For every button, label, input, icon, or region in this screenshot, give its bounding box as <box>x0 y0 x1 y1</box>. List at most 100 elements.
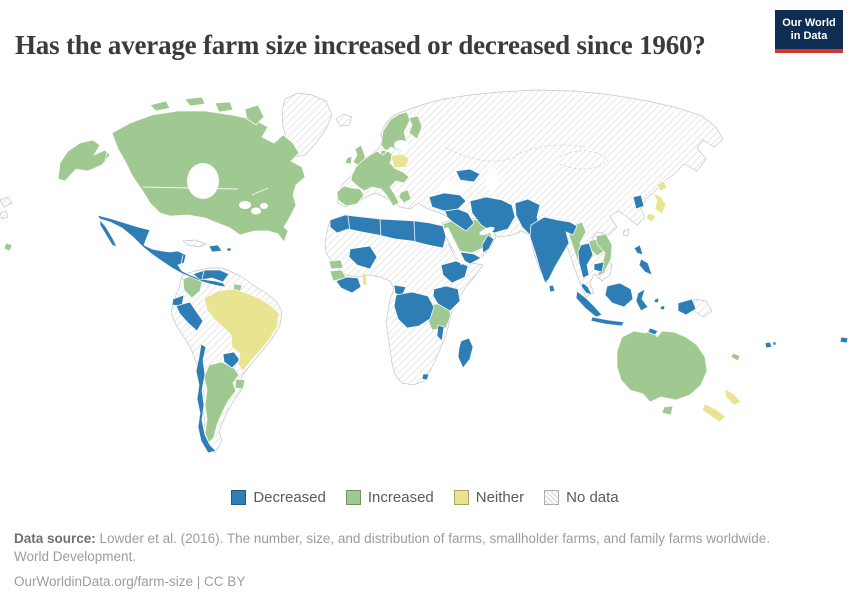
country-new-zealand-south[interactable] <box>701 403 727 423</box>
region-iberia[interactable] <box>336 185 365 207</box>
country-chile[interactable] <box>195 343 217 454</box>
country-poland[interactable] <box>390 153 410 169</box>
country-iceland[interactable] <box>335 113 353 127</box>
country-australia[interactable] <box>616 327 708 403</box>
chart-footer: Data source: Lowder et al. (2016). The n… <box>14 530 804 592</box>
country-cuba[interactable] <box>182 239 207 248</box>
owid-logo[interactable]: Our World in Data <box>775 10 843 54</box>
region-west-papua[interactable] <box>677 298 697 316</box>
legend-item-no_data: No data <box>544 489 619 506</box>
country-fiji <box>764 341 773 349</box>
data-source-line: Data source: Lowder et al. (2016). The n… <box>14 530 776 566</box>
country-oman[interactable] <box>481 234 495 254</box>
persian-gulf <box>479 226 495 236</box>
border-libya-egypt <box>413 220 416 244</box>
black-sea <box>438 181 468 193</box>
owid-url-link[interactable]: OurWorldinData.org/farm-size | CC BY <box>14 574 246 590</box>
region-malay-peninsula[interactable] <box>580 282 593 296</box>
region-sumatra[interactable] <box>575 290 603 318</box>
region-arctic-islands-2 <box>184 96 206 107</box>
region-syria-iraq[interactable] <box>444 208 475 232</box>
country-ukraine[interactable] <box>455 168 481 183</box>
region-western-europe[interactable] <box>350 150 410 207</box>
country-greece[interactable] <box>398 189 412 204</box>
hudson-bay <box>187 163 219 199</box>
country-dominican-republic[interactable] <box>208 244 223 253</box>
country-paraguay[interactable] <box>222 351 241 369</box>
country-thailand[interactable] <box>577 242 594 279</box>
region-uganda-kenya[interactable] <box>432 285 461 312</box>
country-greenland[interactable] <box>281 92 333 158</box>
country-iran[interactable] <box>469 196 516 234</box>
region-sulawesi[interactable] <box>635 288 649 312</box>
country-mali[interactable] <box>348 245 378 270</box>
legend-swatch-no_data <box>544 490 560 505</box>
country-brazil[interactable] <box>203 288 280 372</box>
region-baja-california <box>99 218 118 248</box>
country-sri-lanka <box>548 284 556 293</box>
country-argentina[interactable] <box>203 361 240 444</box>
border-central-america-2 <box>192 262 197 277</box>
region-baffin-island <box>244 104 265 126</box>
legend-label-neither: Neither <box>475 489 525 506</box>
country-japan-kyushu[interactable] <box>645 212 657 223</box>
country-ethiopia[interactable] <box>440 260 469 284</box>
country-puerto-rico <box>226 247 232 252</box>
country-japan-honshu[interactable] <box>651 192 667 215</box>
country-papua-new-guinea[interactable] <box>693 298 713 318</box>
country-finland[interactable] <box>408 115 423 140</box>
country-new-zealand-north[interactable] <box>724 388 742 406</box>
region-moluccas-1 <box>653 297 660 304</box>
region-arctic-islands-1 <box>149 100 171 112</box>
legend-swatch-decreased <box>231 490 247 505</box>
country-philippines-south[interactable] <box>638 258 653 276</box>
country-turkey[interactable] <box>428 192 467 212</box>
map-edge-fragment-right <box>839 336 849 344</box>
legend-swatch-neither <box>453 490 469 505</box>
world-map[interactable] <box>0 85 850 483</box>
great-lake-3 <box>260 203 268 209</box>
map-edge-fragment-left2 <box>0 210 9 220</box>
region-timor <box>647 327 659 336</box>
region-java[interactable] <box>590 316 625 327</box>
border-morocco-algeria <box>347 215 351 233</box>
country-south-korea[interactable] <box>632 194 645 210</box>
map-legend: Decreased Increased Neither No data <box>0 489 850 506</box>
country-peru[interactable] <box>175 301 204 332</box>
legend-label-no_data: No data <box>566 489 619 506</box>
country-india[interactable] <box>529 216 578 284</box>
border-mongolia <box>559 150 609 170</box>
data-source-text: Lowder et al. (2016). The number, size, … <box>14 531 771 565</box>
country-malawi[interactable] <box>436 324 445 342</box>
baltic-sea <box>394 140 408 150</box>
country-ireland[interactable] <box>344 155 353 165</box>
legend-item-decreased: Decreased <box>231 489 326 506</box>
page-title: Has the average farm size increased or d… <box>15 30 706 61</box>
owid-logo-line1: Our World <box>782 17 836 29</box>
license-line: OurWorldinData.org/farm-size | CC BY <box>14 573 804 591</box>
border-us-canada <box>142 186 269 196</box>
country-philippines-luzon[interactable] <box>633 244 644 256</box>
country-japan-hokkaido[interactable] <box>656 180 668 192</box>
great-lake-2 <box>251 207 261 215</box>
country-vietnam[interactable] <box>595 233 613 278</box>
border-alaska-canada <box>103 144 109 170</box>
country-alaska[interactable] <box>57 139 111 182</box>
country-fiji-2 <box>772 341 777 346</box>
country-cambodia[interactable] <box>593 261 605 273</box>
region-mexico-central-america[interactable] <box>95 214 227 288</box>
owid-logo-box: Our World in Data <box>775 10 843 50</box>
country-madagascar[interactable] <box>457 337 474 369</box>
country-senegal[interactable] <box>328 259 344 270</box>
red-sea <box>444 227 466 265</box>
country-new-caledonia <box>730 352 741 362</box>
legend-label-increased: Increased <box>367 489 434 506</box>
country-dr-congo[interactable] <box>393 291 435 329</box>
region-borneo[interactable] <box>604 282 634 308</box>
country-taiwan[interactable] <box>622 228 630 237</box>
owid-logo-redbar <box>775 49 843 54</box>
legend-item-increased: Increased <box>345 489 434 506</box>
region-west-africa-coast[interactable] <box>335 276 362 294</box>
country-uruguay[interactable] <box>234 378 246 390</box>
